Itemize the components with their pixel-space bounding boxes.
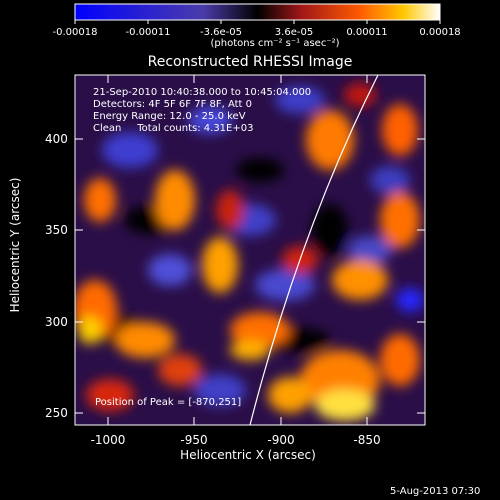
x-tick-label: -850 — [353, 433, 381, 447]
colorbar — [74, 3, 441, 21]
y-axis-label: Heliocentric Y (arcsec) — [8, 177, 22, 313]
colorbar-tick-label: -3.6e-05 — [200, 27, 242, 38]
x-tick-label: -1000 — [90, 433, 126, 447]
info-block: 21-Sep-2010 10:40:38.000 to 10:45:04.000… — [93, 87, 311, 135]
x-axis-ticks — [107, 75, 368, 425]
image-title: Reconstructed RHESSI Image — [147, 54, 353, 70]
x-tick-label: -950 — [180, 433, 208, 447]
x-tick-label: -900 — [267, 433, 295, 447]
footer-timestamp: 5-Aug-2013 07:30 — [390, 486, 481, 497]
y-tick-label: 300 — [45, 315, 68, 329]
y-tick-label: 350 — [45, 223, 68, 237]
colorbar-tick-label: -0.00018 — [52, 27, 98, 38]
colorbar-tick-label: 0.00018 — [419, 27, 461, 38]
peak-position: Position of Peak = [-870,251] — [95, 397, 242, 408]
rhessi-image — [75, 75, 425, 425]
y-axis-ticks — [75, 138, 425, 414]
colorbar-unit-label: (photons cm⁻² s⁻¹ asec⁻²) — [210, 38, 340, 49]
clean-total-counts: Clean Total counts: 4.31E+03 — [93, 123, 254, 134]
energy-range: Energy Range: 12.0 - 25.0 keV — [93, 111, 246, 122]
colorbar-tick-label: 3.6e-05 — [274, 27, 314, 38]
solar-limb — [249, 75, 379, 425]
colorbar-tick-label: -0.00011 — [125, 27, 171, 38]
colorbar-tick-label: 0.00011 — [346, 27, 388, 38]
plot-frame — [74, 74, 426, 426]
y-tick-label: 250 — [45, 406, 68, 420]
detectors-line: Detectors: 4F 5F 6F 7F 8F, Att 0 — [93, 99, 253, 110]
time-range: 21-Sep-2010 10:40:38.000 to 10:45:04.000 — [93, 87, 312, 98]
colorbar-ticks — [74, 20, 441, 24]
y-tick-label: 400 — [45, 132, 68, 146]
x-axis-label: Heliocentric X (arcsec) — [180, 448, 316, 462]
